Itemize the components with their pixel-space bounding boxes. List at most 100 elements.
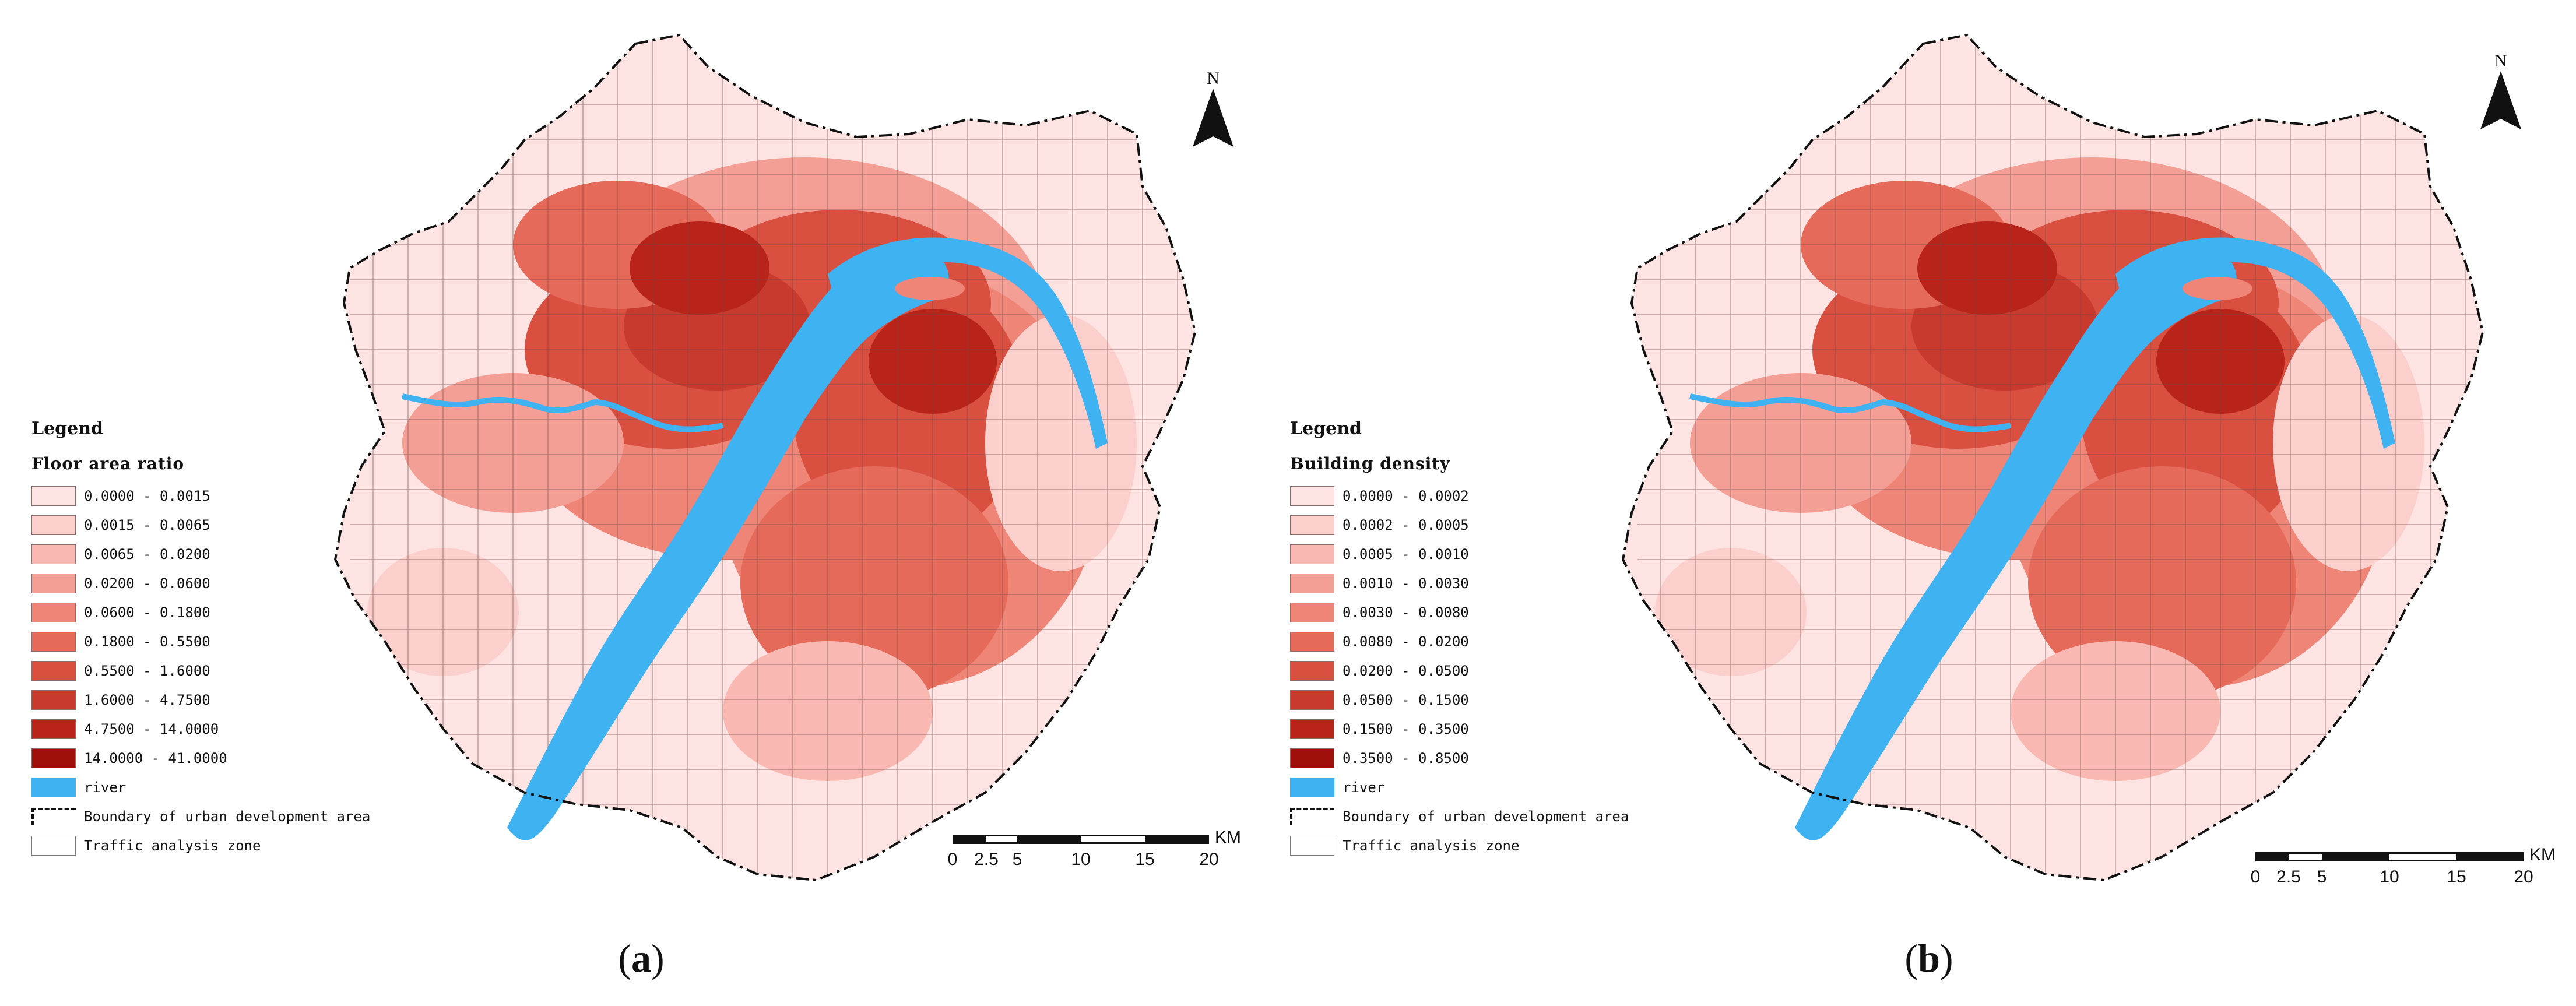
- legend: Legend Floor area ratio 0.0000 - 0.0015 …: [31, 418, 370, 860]
- legend-item-class-10: 14.0000 - 41.0000: [31, 744, 370, 773]
- class-6-swatch: [31, 632, 76, 652]
- boundary-line: [1621, 33, 2484, 882]
- caption-letter: a: [631, 936, 651, 980]
- scale-tick: 0: [2250, 867, 2261, 887]
- class-3-swatch: [1290, 544, 1334, 564]
- caption-close: ): [1939, 936, 1953, 980]
- boundary-swatch: [1290, 808, 1334, 825]
- map-panel-a: N Legend Floor area ratio 0.0000 - 0.001…: [31, 33, 1241, 982]
- caption-close: ): [651, 936, 665, 980]
- caption-open: (: [1904, 936, 1918, 980]
- legend-item-class-10: 0.3500 - 0.8500: [1290, 744, 1629, 773]
- river-swatch: [31, 778, 76, 797]
- scale-tick: 5: [2317, 867, 2327, 887]
- scale-unit: KM: [1215, 828, 1241, 847]
- class-5-label: 0.0030 - 0.0080: [1343, 604, 1469, 621]
- scale-bar-graphic: [2255, 852, 2524, 861]
- north-label: N: [2494, 51, 2507, 71]
- river-label: river: [84, 779, 126, 796]
- zone-label: Traffic analysis zone: [84, 838, 261, 854]
- class-10-label: 14.0000 - 41.0000: [84, 750, 227, 766]
- scale-tick: 15: [1135, 850, 1155, 869]
- class-4-swatch: [1290, 574, 1334, 593]
- class-1-swatch: [1290, 486, 1334, 506]
- class-7-swatch: [1290, 661, 1334, 681]
- legend-item-boundary: Boundary of urban development area: [31, 802, 370, 831]
- class-1-swatch: [31, 486, 76, 506]
- class-4-swatch: [31, 574, 76, 593]
- class-9-label: 0.1500 - 0.3500: [1343, 721, 1469, 737]
- legend: Legend Building density 0.0000 - 0.0002 …: [1290, 418, 1629, 860]
- legend-item-class-9: 4.7500 - 14.0000: [31, 715, 370, 744]
- building-density-map: [1621, 33, 2484, 882]
- scale-tick: 20: [2514, 867, 2533, 887]
- class-8-swatch: [1290, 690, 1334, 710]
- scale-tick: 5: [1012, 850, 1022, 869]
- class-6-swatch: [1290, 632, 1334, 652]
- north-label: N: [1207, 69, 1220, 88]
- legend-item-zone: Traffic analysis zone: [1290, 831, 1629, 860]
- class-3-swatch: [31, 544, 76, 564]
- legend-item-river: river: [31, 773, 370, 802]
- class-4-label: 0.0010 - 0.0030: [1343, 575, 1469, 592]
- legend-item-class-3: 0.0065 - 0.0200: [31, 540, 370, 569]
- legend-item-class-4: 0.0200 - 0.0600: [31, 569, 370, 598]
- class-3-label: 0.0005 - 0.0010: [1343, 546, 1469, 562]
- legend-item-class-2: 0.0002 - 0.0005: [1290, 511, 1629, 540]
- north-arrow: N: [1193, 69, 1233, 149]
- class-8-label: 0.0500 - 0.1500: [1343, 692, 1469, 708]
- zone-swatch: [31, 836, 76, 856]
- legend-title: Legend: [1290, 418, 1362, 439]
- legend-item-class-7: 0.5500 - 1.6000: [31, 656, 370, 685]
- legend-item-class-7: 0.0200 - 0.0500: [1290, 656, 1629, 685]
- river: [1689, 237, 2395, 840]
- caption-open: (: [618, 936, 631, 980]
- legend-item-class-4: 0.0010 - 0.0030: [1290, 569, 1629, 598]
- scale-tick: 10: [1071, 850, 1091, 869]
- scale-bar: KM 0 2.5 5 10 15 20: [948, 828, 1241, 887]
- panel-caption: (a): [618, 935, 664, 982]
- zone-swatch: [1290, 836, 1334, 856]
- class-7-label: 0.0200 - 0.0500: [1343, 663, 1469, 679]
- boundary-swatch: [31, 808, 76, 825]
- class-10-swatch: [1290, 748, 1334, 768]
- class-8-swatch: [31, 690, 76, 710]
- scale-tick: 15: [2447, 867, 2466, 887]
- north-arrow: N: [2480, 51, 2521, 132]
- panel-caption: (b): [1904, 935, 1953, 982]
- scale-unit: KM: [2529, 845, 2556, 864]
- map-panel-b: N Legend Building density 0.0000 - 0.000…: [1288, 0, 2575, 1006]
- class-7-label: 0.5500 - 1.6000: [84, 663, 210, 679]
- legend-item-class-1: 0.0000 - 0.0002: [1290, 481, 1629, 511]
- class-9-label: 4.7500 - 14.0000: [84, 721, 219, 737]
- legend-item-boundary: Boundary of urban development area: [1290, 802, 1629, 831]
- legend-item-class-8: 1.6000 - 4.7500: [31, 685, 370, 715]
- class-9-swatch: [31, 719, 76, 739]
- class-5-swatch: [1290, 603, 1334, 622]
- legend-item-zone: Traffic analysis zone: [31, 831, 370, 860]
- class-1-label: 0.0000 - 0.0002: [1343, 488, 1469, 504]
- legend-subtitle: Floor area ratio: [31, 454, 185, 473]
- legend-item-class-8: 0.0500 - 0.1500: [1290, 685, 1629, 715]
- class-2-label: 0.0002 - 0.0005: [1343, 517, 1469, 533]
- class-9-swatch: [1290, 719, 1334, 739]
- scale-tick: 0: [947, 850, 958, 869]
- class-3-label: 0.0065 - 0.0200: [84, 546, 210, 562]
- river: [402, 237, 1108, 840]
- scale-tick: 20: [1199, 850, 1219, 869]
- legend-item-class-3: 0.0005 - 0.0010: [1290, 540, 1629, 569]
- class-4-label: 0.0200 - 0.0600: [84, 575, 210, 592]
- scale-bar-graphic: [953, 835, 1209, 844]
- north-arrow-icon: [1193, 89, 1233, 147]
- scale-tick: 2.5: [2276, 867, 2301, 887]
- river-swatch: [1290, 778, 1334, 797]
- legend-item-class-6: 0.0080 - 0.0200: [1290, 627, 1629, 656]
- legend-title: Legend: [31, 418, 104, 439]
- class-8-label: 1.6000 - 4.7500: [84, 692, 210, 708]
- class-6-label: 0.0080 - 0.0200: [1343, 634, 1469, 650]
- north-arrow-icon: [2480, 71, 2521, 129]
- class-2-swatch: [1290, 515, 1334, 535]
- legend-item-class-5: 0.0600 - 0.1800: [31, 598, 370, 627]
- legend-item-class-2: 0.0015 - 0.0065: [31, 511, 370, 540]
- traffic-zone-grid: [1637, 35, 2483, 880]
